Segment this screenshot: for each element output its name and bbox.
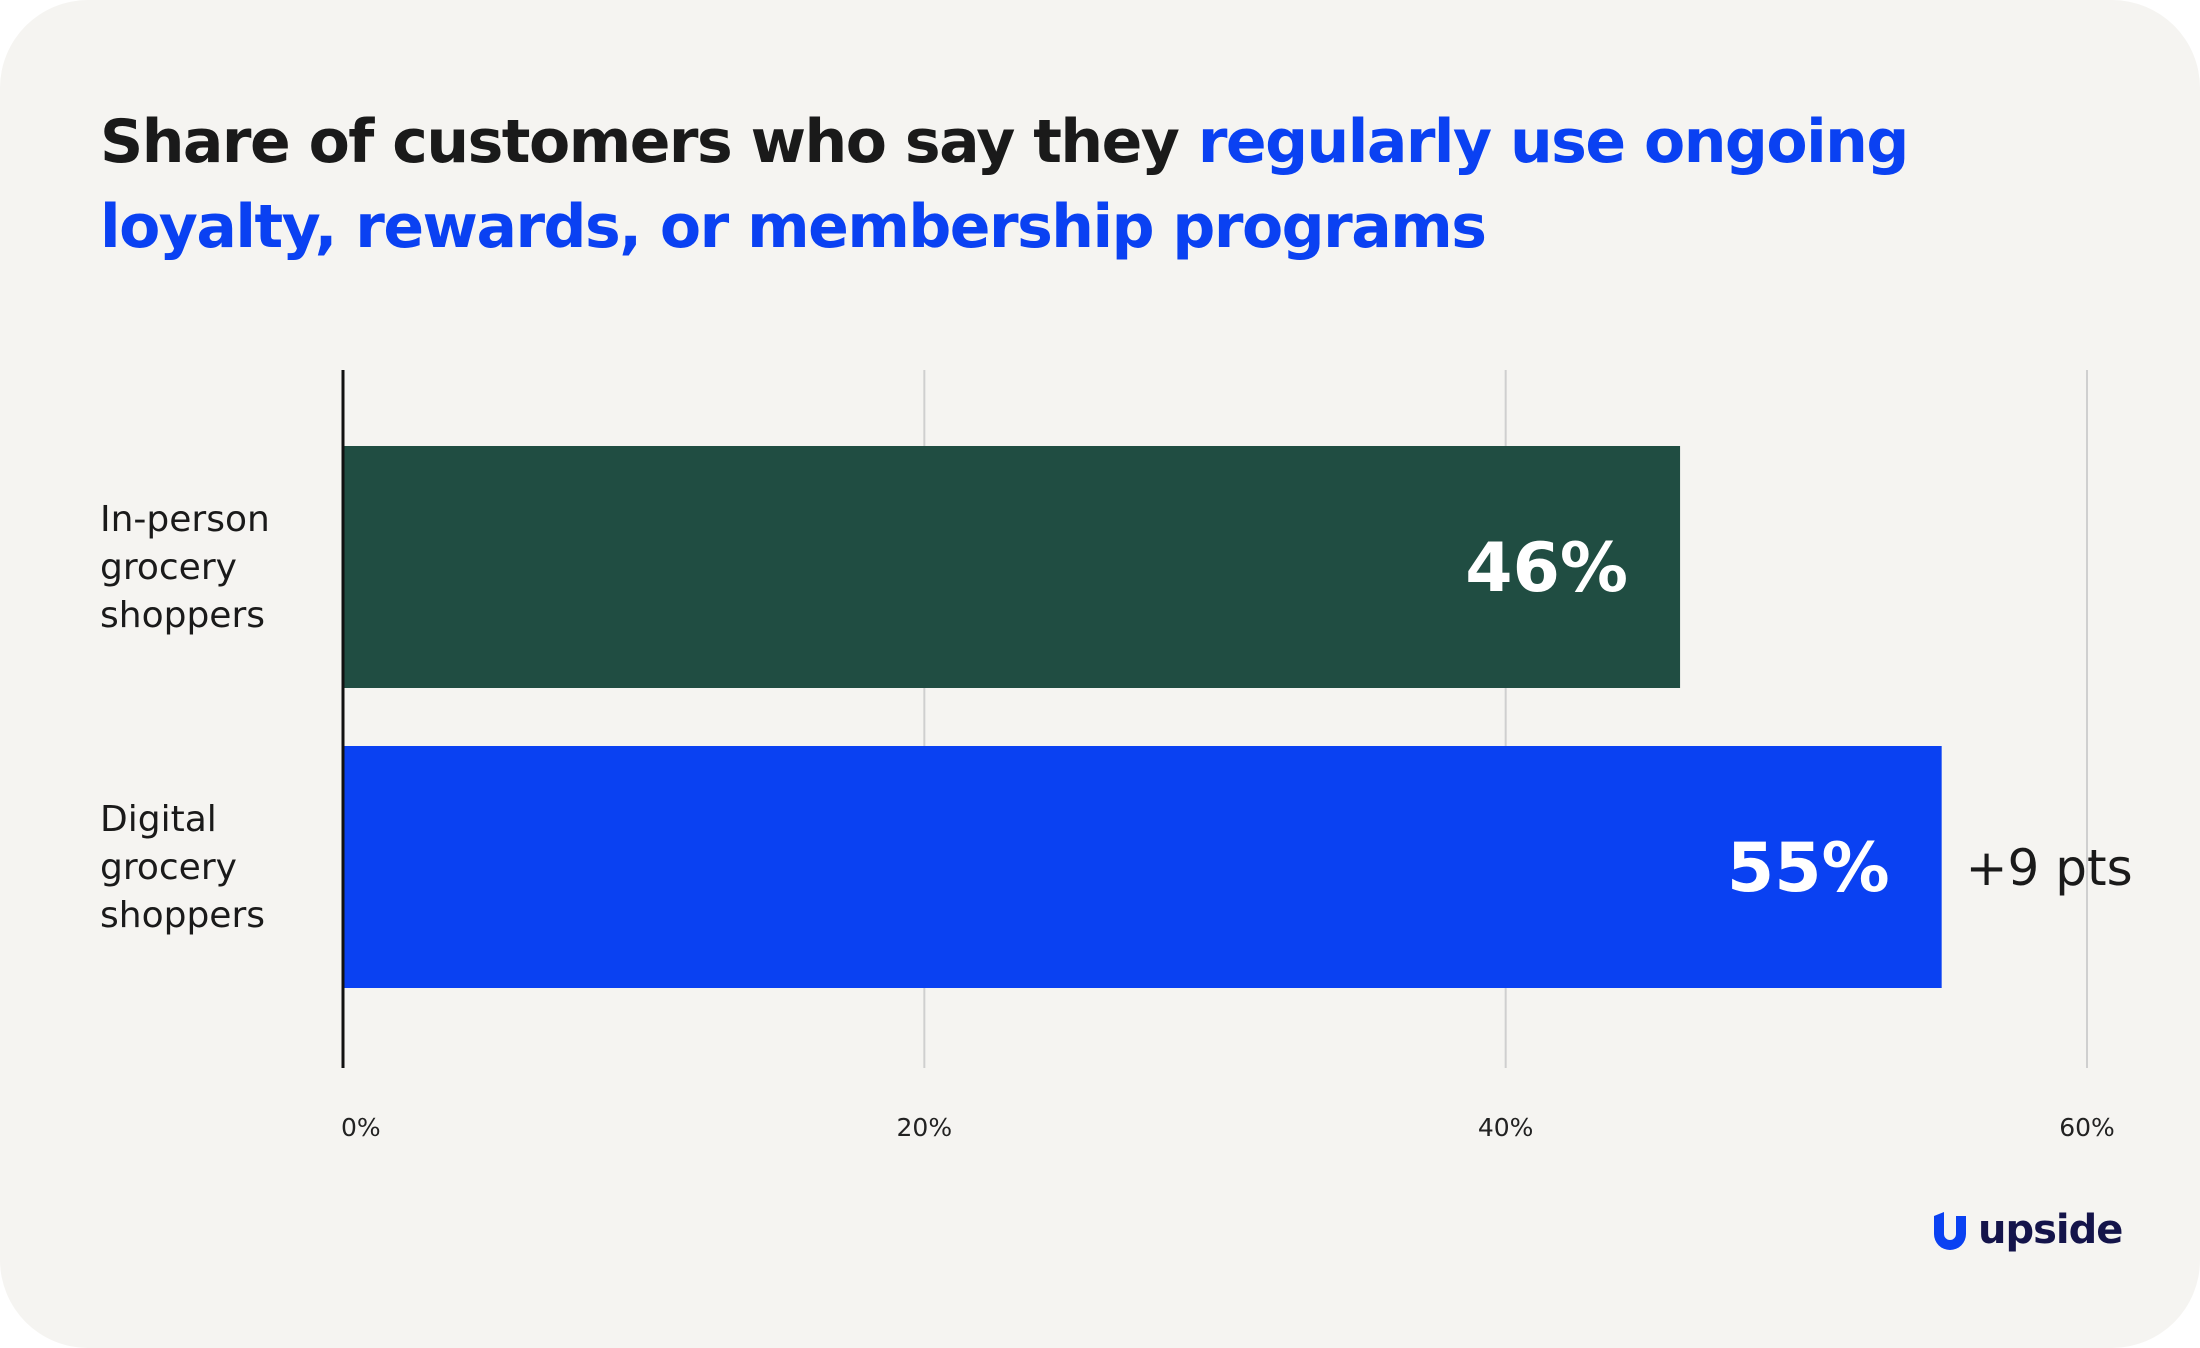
x-tick-label: 40% <box>1478 1113 1534 1142</box>
chart-title: Share of customers who say they regularl… <box>100 100 2100 270</box>
title-part-highlight: regularly use ongoing loyalty, rewards, … <box>100 107 1909 262</box>
logo-wordmark: upside <box>1978 1207 2123 1253</box>
category-label-digital: Digital grocery shoppers <box>100 796 340 940</box>
x-tick-label: 20% <box>897 1113 953 1142</box>
upside-logo: upside <box>1930 1200 2123 1260</box>
x-axis-ticks: 0% 20% 40% 60% <box>341 1113 2115 1142</box>
upside-logo-icon <box>1934 1212 1966 1250</box>
category-label-line: shoppers <box>100 895 266 936</box>
category-label-line: grocery <box>100 847 237 888</box>
category-label-line: In-person <box>100 499 270 540</box>
bar <box>343 746 1942 988</box>
bar-value-label: 46% <box>1465 529 1628 608</box>
x-tick-label: 60% <box>2059 1113 2115 1142</box>
title-part-plain: Share of customers who say they <box>100 107 1198 177</box>
category-label-line: shoppers <box>100 595 266 636</box>
category-label-line: Digital <box>100 799 217 840</box>
bar-value-label: 55% <box>1727 829 1890 908</box>
bars: 46% 55% +9 pts <box>343 446 2133 988</box>
bar <box>343 446 1681 688</box>
category-label-line: grocery <box>100 547 237 588</box>
annotation-label: +9 pts <box>1966 839 2133 897</box>
x-tick-label: 0% <box>341 1113 381 1142</box>
category-label-in-person: In-person grocery shoppers <box>100 496 340 640</box>
